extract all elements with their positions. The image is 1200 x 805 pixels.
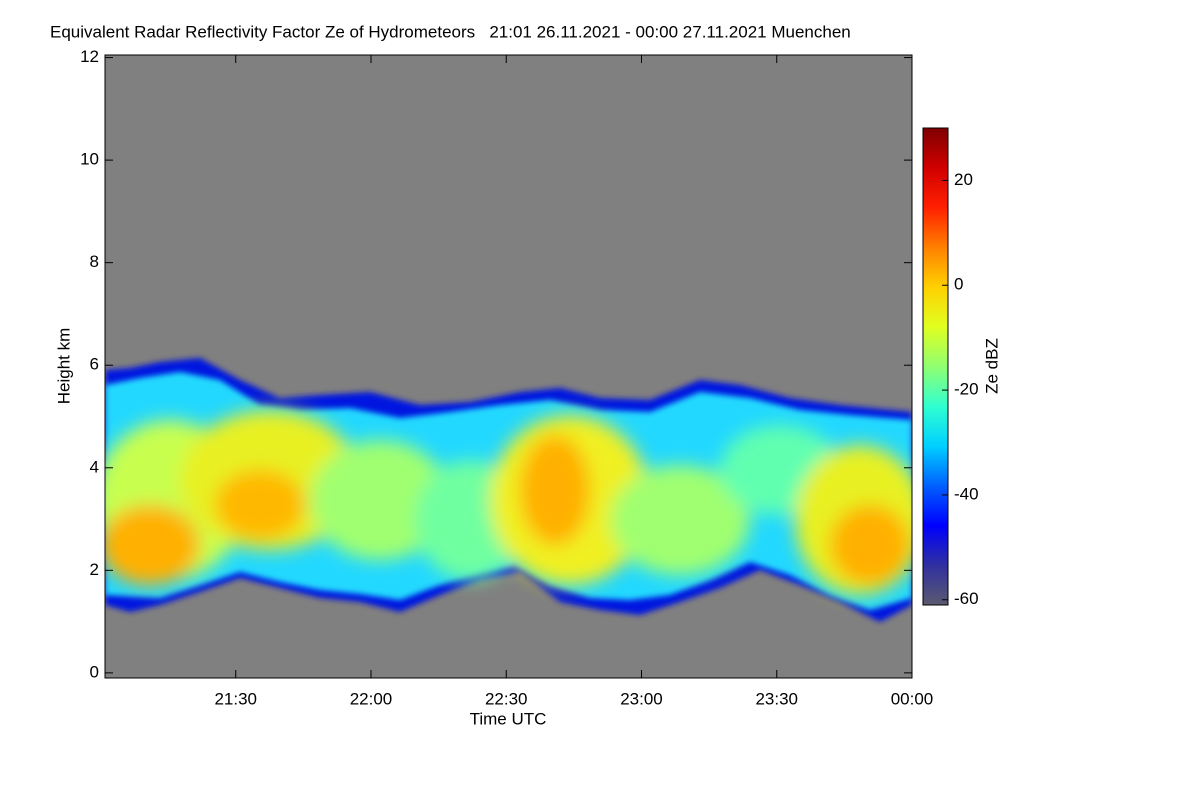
x-tick-label: 22:30 bbox=[485, 689, 528, 708]
x-tick-label: 21:30 bbox=[214, 689, 257, 708]
colorbar-tick-label: 0 bbox=[954, 275, 963, 294]
colorbar-label: Ze dBZ bbox=[982, 338, 1001, 394]
y-tick-label: 8 bbox=[90, 252, 99, 271]
colorbar bbox=[922, 127, 949, 606]
y-tick-label: 6 bbox=[90, 355, 99, 374]
y-tick-label: 0 bbox=[90, 662, 99, 681]
echo-field bbox=[105, 358, 912, 622]
y-tick-label: 10 bbox=[80, 150, 99, 169]
plot-frame bbox=[104, 54, 913, 679]
x-axis-label: Time UTC bbox=[470, 709, 547, 728]
x-tick-label: 22:00 bbox=[350, 689, 393, 708]
y-axis-label: Height km bbox=[54, 328, 73, 405]
colorbar-tick-label: -20 bbox=[954, 380, 979, 399]
y-tick-label: 4 bbox=[90, 457, 99, 476]
y-tick-label: 12 bbox=[80, 47, 99, 66]
colorbar-tick-label: -60 bbox=[954, 589, 979, 608]
colorbar-tick-label: 20 bbox=[954, 170, 973, 189]
echo-core bbox=[105, 410, 912, 595]
colorbar-tick-label: -40 bbox=[954, 484, 979, 503]
x-tick-label: 00:00 bbox=[891, 689, 934, 708]
y-tick-label: 2 bbox=[90, 560, 99, 579]
x-tick-label: 23:00 bbox=[620, 689, 663, 708]
chart-title: Equivalent Radar Reflectivity Factor Ze … bbox=[50, 22, 851, 41]
plot-background bbox=[105, 55, 912, 678]
x-tick-label: 23:30 bbox=[755, 689, 798, 708]
